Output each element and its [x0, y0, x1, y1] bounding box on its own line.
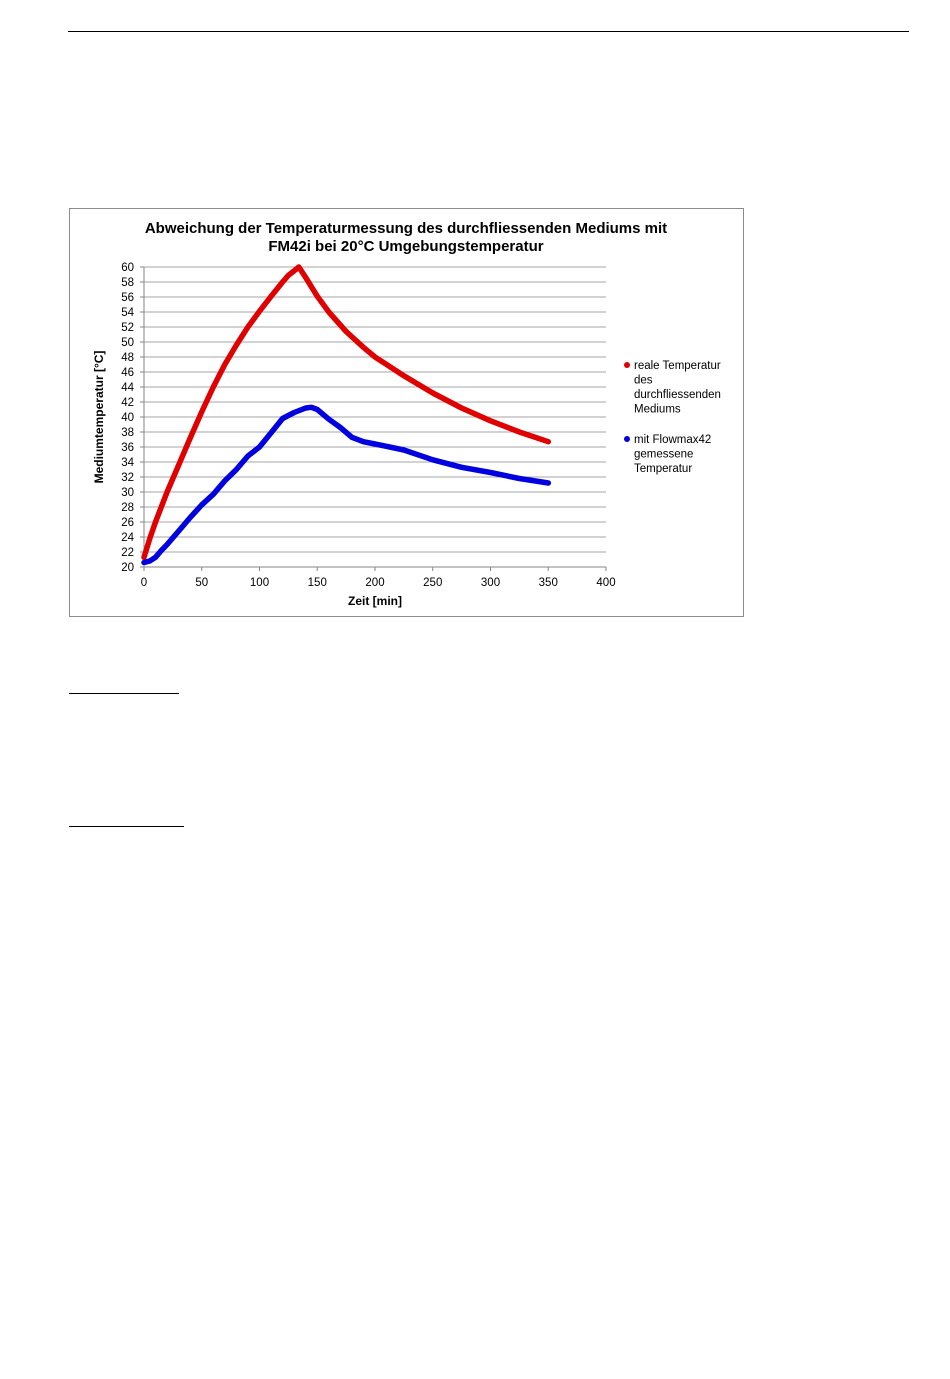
- y-tick-label: 38: [121, 427, 134, 439]
- x-tick-label: 50: [195, 577, 208, 589]
- legend-label-1: reale Temperatur: [634, 360, 721, 372]
- series-lines: [141, 264, 552, 566]
- legend-label-1: Mediums: [634, 404, 681, 416]
- y-axis-label: Mediumtemperatur [°C]: [92, 351, 106, 484]
- x-tick-label: 100: [250, 577, 269, 589]
- y-tick-label: 56: [121, 292, 134, 304]
- y-tick-label: 20: [121, 562, 134, 574]
- x-tick-label: 300: [481, 577, 500, 589]
- axes: 20 22 24 26 28 30 32 34 36 38 40 42 44 46 48 50 52 54 56 58…: [92, 262, 616, 608]
- x-tick-label: 200: [365, 577, 384, 589]
- y-tick-label: 46: [121, 367, 134, 379]
- legend-marker-2: [624, 436, 630, 442]
- series-line-1: [141, 264, 552, 561]
- chart-title-line: FM42i bei 20°C Umgebungstemperatur: [268, 238, 543, 255]
- legend-label-2: gemessene: [634, 449, 693, 461]
- y-tick-label: 58: [121, 277, 134, 289]
- y-tick-label: 40: [121, 412, 134, 424]
- legend-marker-1: [624, 362, 630, 368]
- x-tick-label: 250: [423, 577, 442, 589]
- legend-label-2: Temperatur: [634, 463, 692, 475]
- legend-label-1: durchfliessenden: [634, 389, 721, 401]
- line-chart: Abweichung der Temperaturmessung des dur…: [92, 220, 721, 608]
- section-heading-underline: [69, 693, 179, 694]
- legend-label-1: des: [634, 375, 653, 387]
- series-line-2: [141, 404, 552, 566]
- section-heading-underline: [69, 826, 184, 827]
- chart-title-line: Abweichung der Temperaturmessung des dur…: [145, 220, 667, 237]
- x-tick-label: 400: [596, 577, 615, 589]
- y-tick-label: 60: [121, 262, 134, 274]
- y-tick-label: 26: [121, 517, 134, 529]
- x-tick-label: 150: [308, 577, 327, 589]
- y-tick-label: 30: [121, 487, 134, 499]
- header-rule: [68, 31, 909, 32]
- y-tick-label: 48: [121, 352, 134, 364]
- y-tick-label: 44: [121, 382, 134, 394]
- y-tick-label: 36: [121, 442, 134, 454]
- y-tick-label: 28: [121, 502, 134, 514]
- x-axis-label: Zeit [min]: [348, 594, 402, 608]
- x-tick-label: 0: [141, 577, 147, 589]
- chart-frame: Abweichung der Temperaturmessung des dur…: [69, 208, 744, 617]
- y-tick-label: 54: [121, 307, 134, 319]
- y-tick-label: 50: [121, 337, 134, 349]
- y-tick-label: 32: [121, 472, 134, 484]
- x-tick-label: 350: [539, 577, 558, 589]
- y-tick-label: 24: [121, 532, 134, 544]
- y-tick-label: 22: [121, 547, 134, 559]
- y-tick-label: 52: [121, 322, 134, 334]
- grid-lines: [144, 266, 606, 568]
- y-tick-label: 34: [121, 457, 134, 469]
- legend-label-2: mit Flowmax42: [634, 434, 711, 446]
- y-tick-label: 42: [121, 397, 134, 409]
- legend: reale Temperatur des durchfliessenden Mediu…: [624, 360, 721, 475]
- chart-title: Abweichung der Temperaturmessung des dur…: [145, 220, 667, 255]
